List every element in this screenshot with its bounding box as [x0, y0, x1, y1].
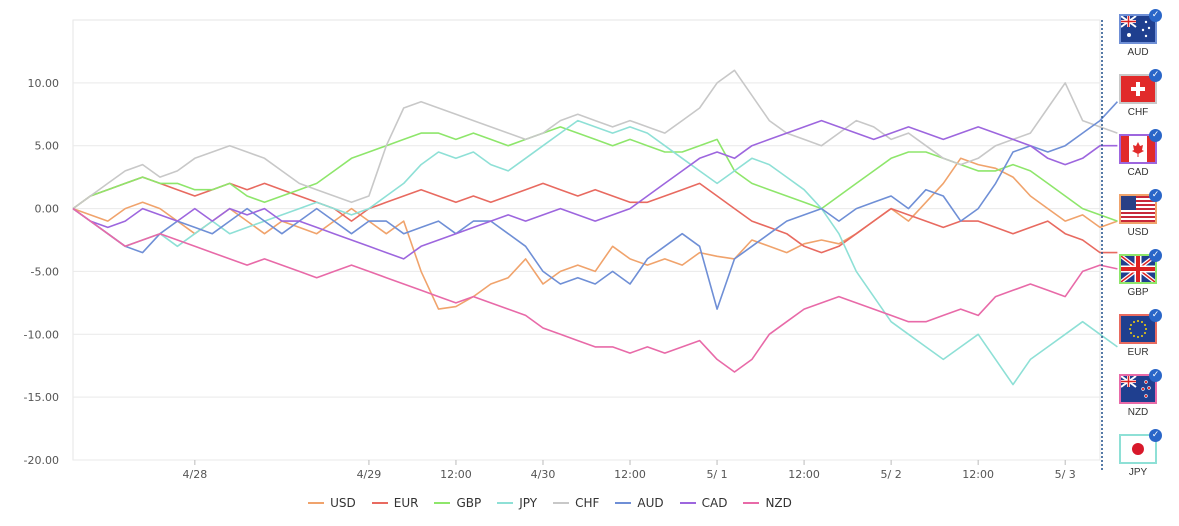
flag-label: CHF	[1127, 107, 1149, 118]
flag-toggle-jpy[interactable]: ✓ JPY	[1116, 429, 1162, 478]
x-tick-label: 4/30	[531, 468, 556, 481]
x-tick-label: 4/29	[357, 468, 382, 481]
legend-item-gbp[interactable]: GBP	[434, 496, 481, 510]
checkmark-icon: ✓	[1149, 309, 1162, 322]
usa-flag-icon	[1119, 194, 1157, 224]
series-line-aud[interactable]	[72, 101, 1118, 310]
legend-item-nzd[interactable]: NZD	[743, 496, 792, 510]
x-tick-label: 5/ 3	[1055, 468, 1076, 481]
x-tick-label: 12:00	[614, 468, 646, 481]
flag-label: EUR	[1127, 347, 1149, 358]
legend-swatch	[308, 502, 325, 504]
y-tick-label: -5.00	[31, 265, 59, 278]
flag-toggle-cad[interactable]: ✓ CAD	[1116, 129, 1162, 178]
legend-item-cad[interactable]: CAD	[679, 496, 728, 510]
flag-label: JPY	[1128, 467, 1148, 478]
legend-item-jpy[interactable]: JPY	[497, 496, 537, 510]
x-tick-label: 5/ 2	[881, 468, 902, 481]
legend-item-usd[interactable]: USD	[308, 496, 356, 510]
y-tick-label: -15.00	[24, 391, 59, 404]
y-tick-label: 0.00	[35, 203, 60, 216]
x-tick-label: 12:00	[788, 468, 820, 481]
flag-toggle-aud[interactable]: ✓ AUD	[1116, 9, 1162, 58]
y-tick-label: -10.00	[24, 328, 59, 341]
legend-label: JPY	[519, 496, 538, 510]
x-tick-label: 12:00	[440, 468, 472, 481]
plot-frame	[72, 19, 1101, 461]
legend-label: AUD	[637, 496, 664, 510]
checkmark-icon: ✓	[1149, 129, 1162, 142]
y-tick-label: 10.00	[28, 77, 60, 90]
checkmark-icon: ✓	[1149, 189, 1162, 202]
legend-item-aud[interactable]: AUD	[615, 496, 664, 510]
checkmark-icon: ✓	[1149, 69, 1162, 82]
flag-label: AUD	[1127, 47, 1149, 58]
flag-label: NZD	[1127, 407, 1149, 418]
legend-label: NZD	[765, 496, 792, 510]
checkmark-icon: ✓	[1149, 429, 1162, 442]
x-tick-label: 12:00	[962, 468, 994, 481]
legend-item-eur[interactable]: EUR	[371, 496, 419, 510]
flag-toggle-nzd[interactable]: ✓ NZD	[1116, 369, 1162, 418]
series-line-eur[interactable]	[72, 176, 1118, 254]
series-line-cad[interactable]	[72, 119, 1118, 260]
flag-label: CAD	[1127, 167, 1149, 178]
legend-swatch	[743, 502, 760, 504]
flag-label: GBP	[1127, 287, 1149, 298]
flag-toggle-chf[interactable]: ✓ CHF	[1116, 69, 1162, 118]
legend-label: CAD	[701, 496, 728, 510]
x-axis: 4/28 4/29 12:00 4/30 12:00 5/ 1 12:00 5/ 2 12:00…	[182, 460, 1076, 481]
series-line-nzd[interactable]	[72, 207, 1118, 373]
legend-label: USD	[330, 496, 356, 510]
series-line-gbp[interactable]	[72, 126, 1118, 222]
y-tick-label: 5.00	[35, 140, 60, 153]
legend-label: GBP	[456, 496, 482, 510]
grid-lines	[72, 19, 1101, 461]
legend-item-chf[interactable]: CHF	[553, 496, 599, 510]
x-tick-label: 5/ 1	[706, 468, 727, 481]
x-tick-label: 4/28	[182, 468, 207, 481]
legend-swatch	[553, 502, 570, 504]
flag-toggle-usd[interactable]: ✓ USD	[1116, 189, 1162, 238]
flag-label: USD	[1127, 227, 1149, 238]
series-lines	[72, 69, 1118, 386]
legend-swatch	[679, 502, 696, 504]
series-line-usd[interactable]	[72, 157, 1118, 310]
flag-toggle-gbp[interactable]: ✓ GBP	[1116, 249, 1162, 298]
legend-label: EUR	[393, 496, 419, 510]
chart-legend: USD EUR GBP JPY CHF AUD CAD NZD	[0, 496, 1100, 510]
series-line-jpy[interactable]	[72, 119, 1118, 386]
legend-swatch	[497, 502, 514, 504]
y-axis: 10.00 5.00 0.00 -5.00 -10.00 -15.00 -20.00	[24, 77, 59, 467]
checkmark-icon: ✓	[1149, 369, 1162, 382]
legend-label: CHF	[575, 496, 600, 510]
legend-swatch	[371, 502, 388, 504]
legend-swatch	[615, 502, 632, 504]
checkmark-icon: ✓	[1149, 249, 1162, 262]
series-line-chf[interactable]	[72, 69, 1118, 210]
flag-toggle-eur[interactable]: ✓ EUR	[1116, 309, 1162, 358]
y-tick-label: -20.00	[24, 454, 59, 467]
legend-swatch	[434, 502, 451, 504]
checkmark-icon: ✓	[1149, 9, 1162, 22]
